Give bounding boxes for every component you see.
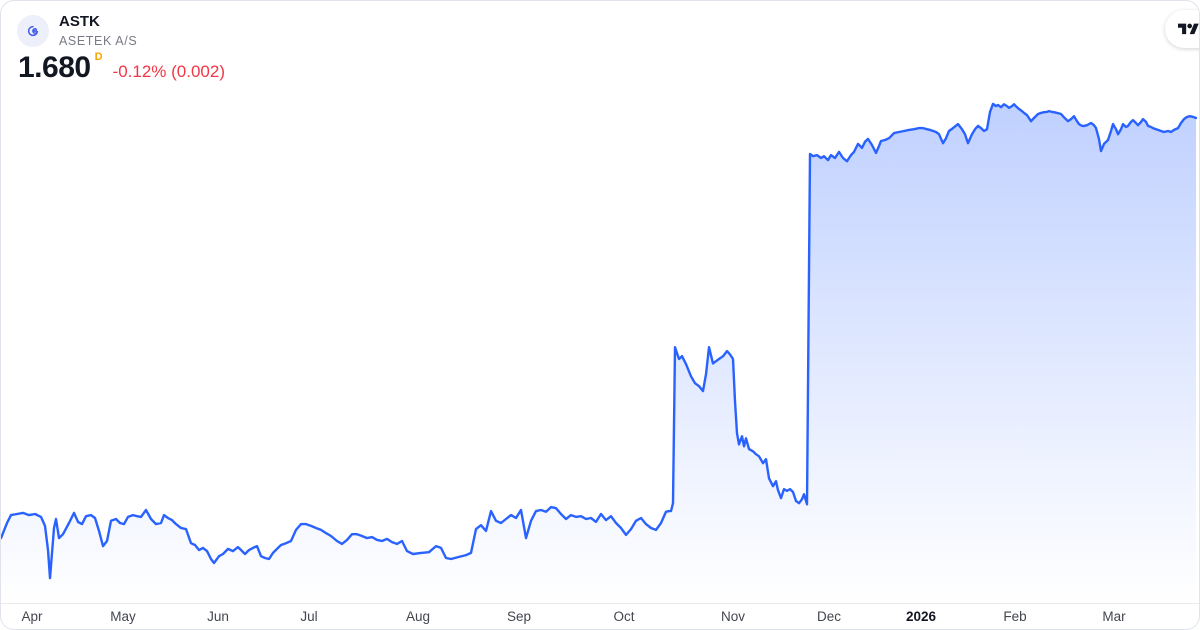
price-line xyxy=(1,102,1198,580)
spiral-logo-icon xyxy=(27,25,39,37)
company-name: ASETEK A/S xyxy=(59,33,138,48)
x-axis-tick: Oct xyxy=(613,609,635,624)
symbol-header[interactable]: ASTK ASETEK A/S xyxy=(17,13,137,48)
tradingview-attribution-button[interactable] xyxy=(1165,10,1199,48)
x-axis-tick: Jun xyxy=(207,609,229,624)
price-change: -0.12% (0.002) xyxy=(112,62,225,81)
x-axis-tick: Nov xyxy=(720,609,745,624)
x-axis-tick: Mar xyxy=(1102,609,1126,624)
interval-badge: D xyxy=(94,51,103,63)
x-axis-tick: Feb xyxy=(1003,609,1027,624)
x-axis-tick: Dec xyxy=(816,609,841,624)
x-axis-tick: Sep xyxy=(506,609,532,624)
x-axis-tick: 2026 xyxy=(905,609,937,624)
symbol-ticker[interactable]: ASTK xyxy=(59,13,100,30)
tradingview-logo-icon xyxy=(1178,23,1199,34)
price-area-fill xyxy=(1,103,1196,604)
x-axis-tick: May xyxy=(110,609,136,624)
asetek-logo xyxy=(17,15,49,47)
x-axis-tick: Apr xyxy=(21,609,43,624)
x-axis-tick: Aug xyxy=(405,609,431,624)
price-row: 1.680 D -0.12% (0.002) xyxy=(18,51,225,84)
x-axis: Apr May Jun Jul Aug Sep Oct Nov Dec 2026 Feb Mar xyxy=(1,607,1199,629)
x-axis-separator xyxy=(1,603,1199,604)
last-price: 1.680 xyxy=(18,51,91,84)
x-axis-tick: Jul xyxy=(300,609,318,624)
